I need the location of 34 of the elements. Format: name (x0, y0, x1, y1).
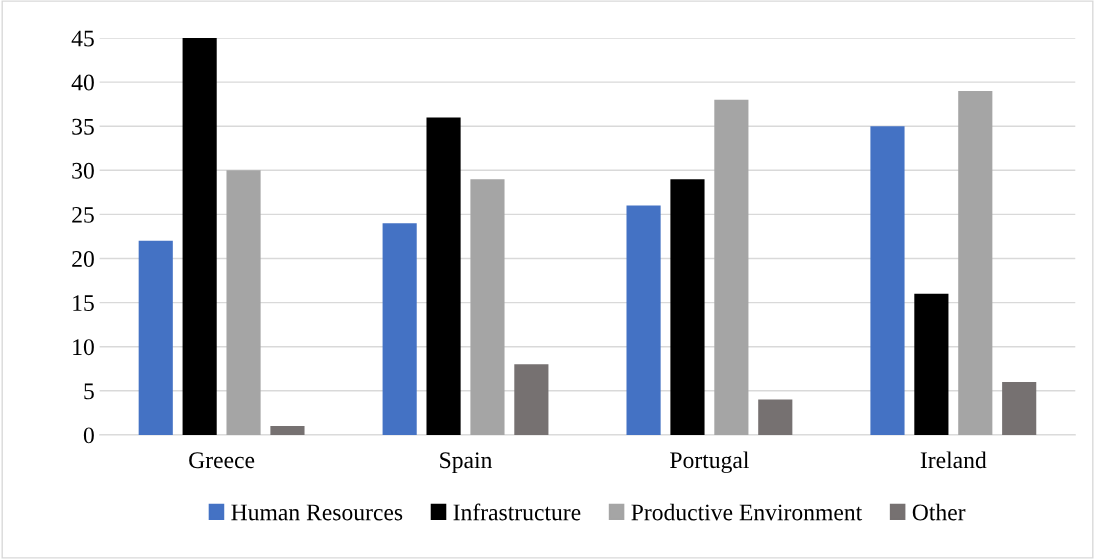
bar (182, 38, 217, 435)
bar (870, 126, 905, 435)
x-tick-label: Greece (189, 452, 255, 469)
legend-label: Other (912, 503, 966, 521)
y-tick-label: 40 (71, 74, 94, 91)
bar (470, 179, 505, 435)
bar (270, 426, 305, 435)
legend-label: Productive Environment (631, 503, 863, 521)
legend-label: Human Resources (231, 504, 403, 521)
legend-label: Infrastructure (453, 503, 581, 521)
x-tick-label: Spain (440, 452, 493, 473)
y-tick-label: 0 (83, 427, 94, 444)
bar (670, 179, 705, 435)
y-tick-label: 30 (72, 162, 94, 179)
bar (626, 205, 661, 435)
y-tick-label: 45 (71, 30, 94, 47)
bar (426, 117, 461, 435)
y-tick-label: 35 (72, 118, 94, 135)
bar (914, 293, 949, 435)
bar (382, 223, 417, 435)
bar (714, 99, 749, 435)
bar (514, 364, 549, 435)
y-tick-label: 20 (72, 251, 94, 267)
y-tick-label: 15 (73, 295, 94, 312)
y-tick-label: 10 (73, 339, 94, 356)
bar (138, 240, 173, 435)
x-tick-label: Portugal (670, 451, 749, 474)
y-tick-label: 5 (84, 383, 94, 400)
bar (226, 170, 261, 435)
x-tick-label: Ireland (920, 451, 987, 469)
bar (1002, 381, 1037, 435)
bar (958, 90, 993, 435)
y-tick-label: 25 (72, 206, 94, 223)
bar (758, 399, 793, 435)
